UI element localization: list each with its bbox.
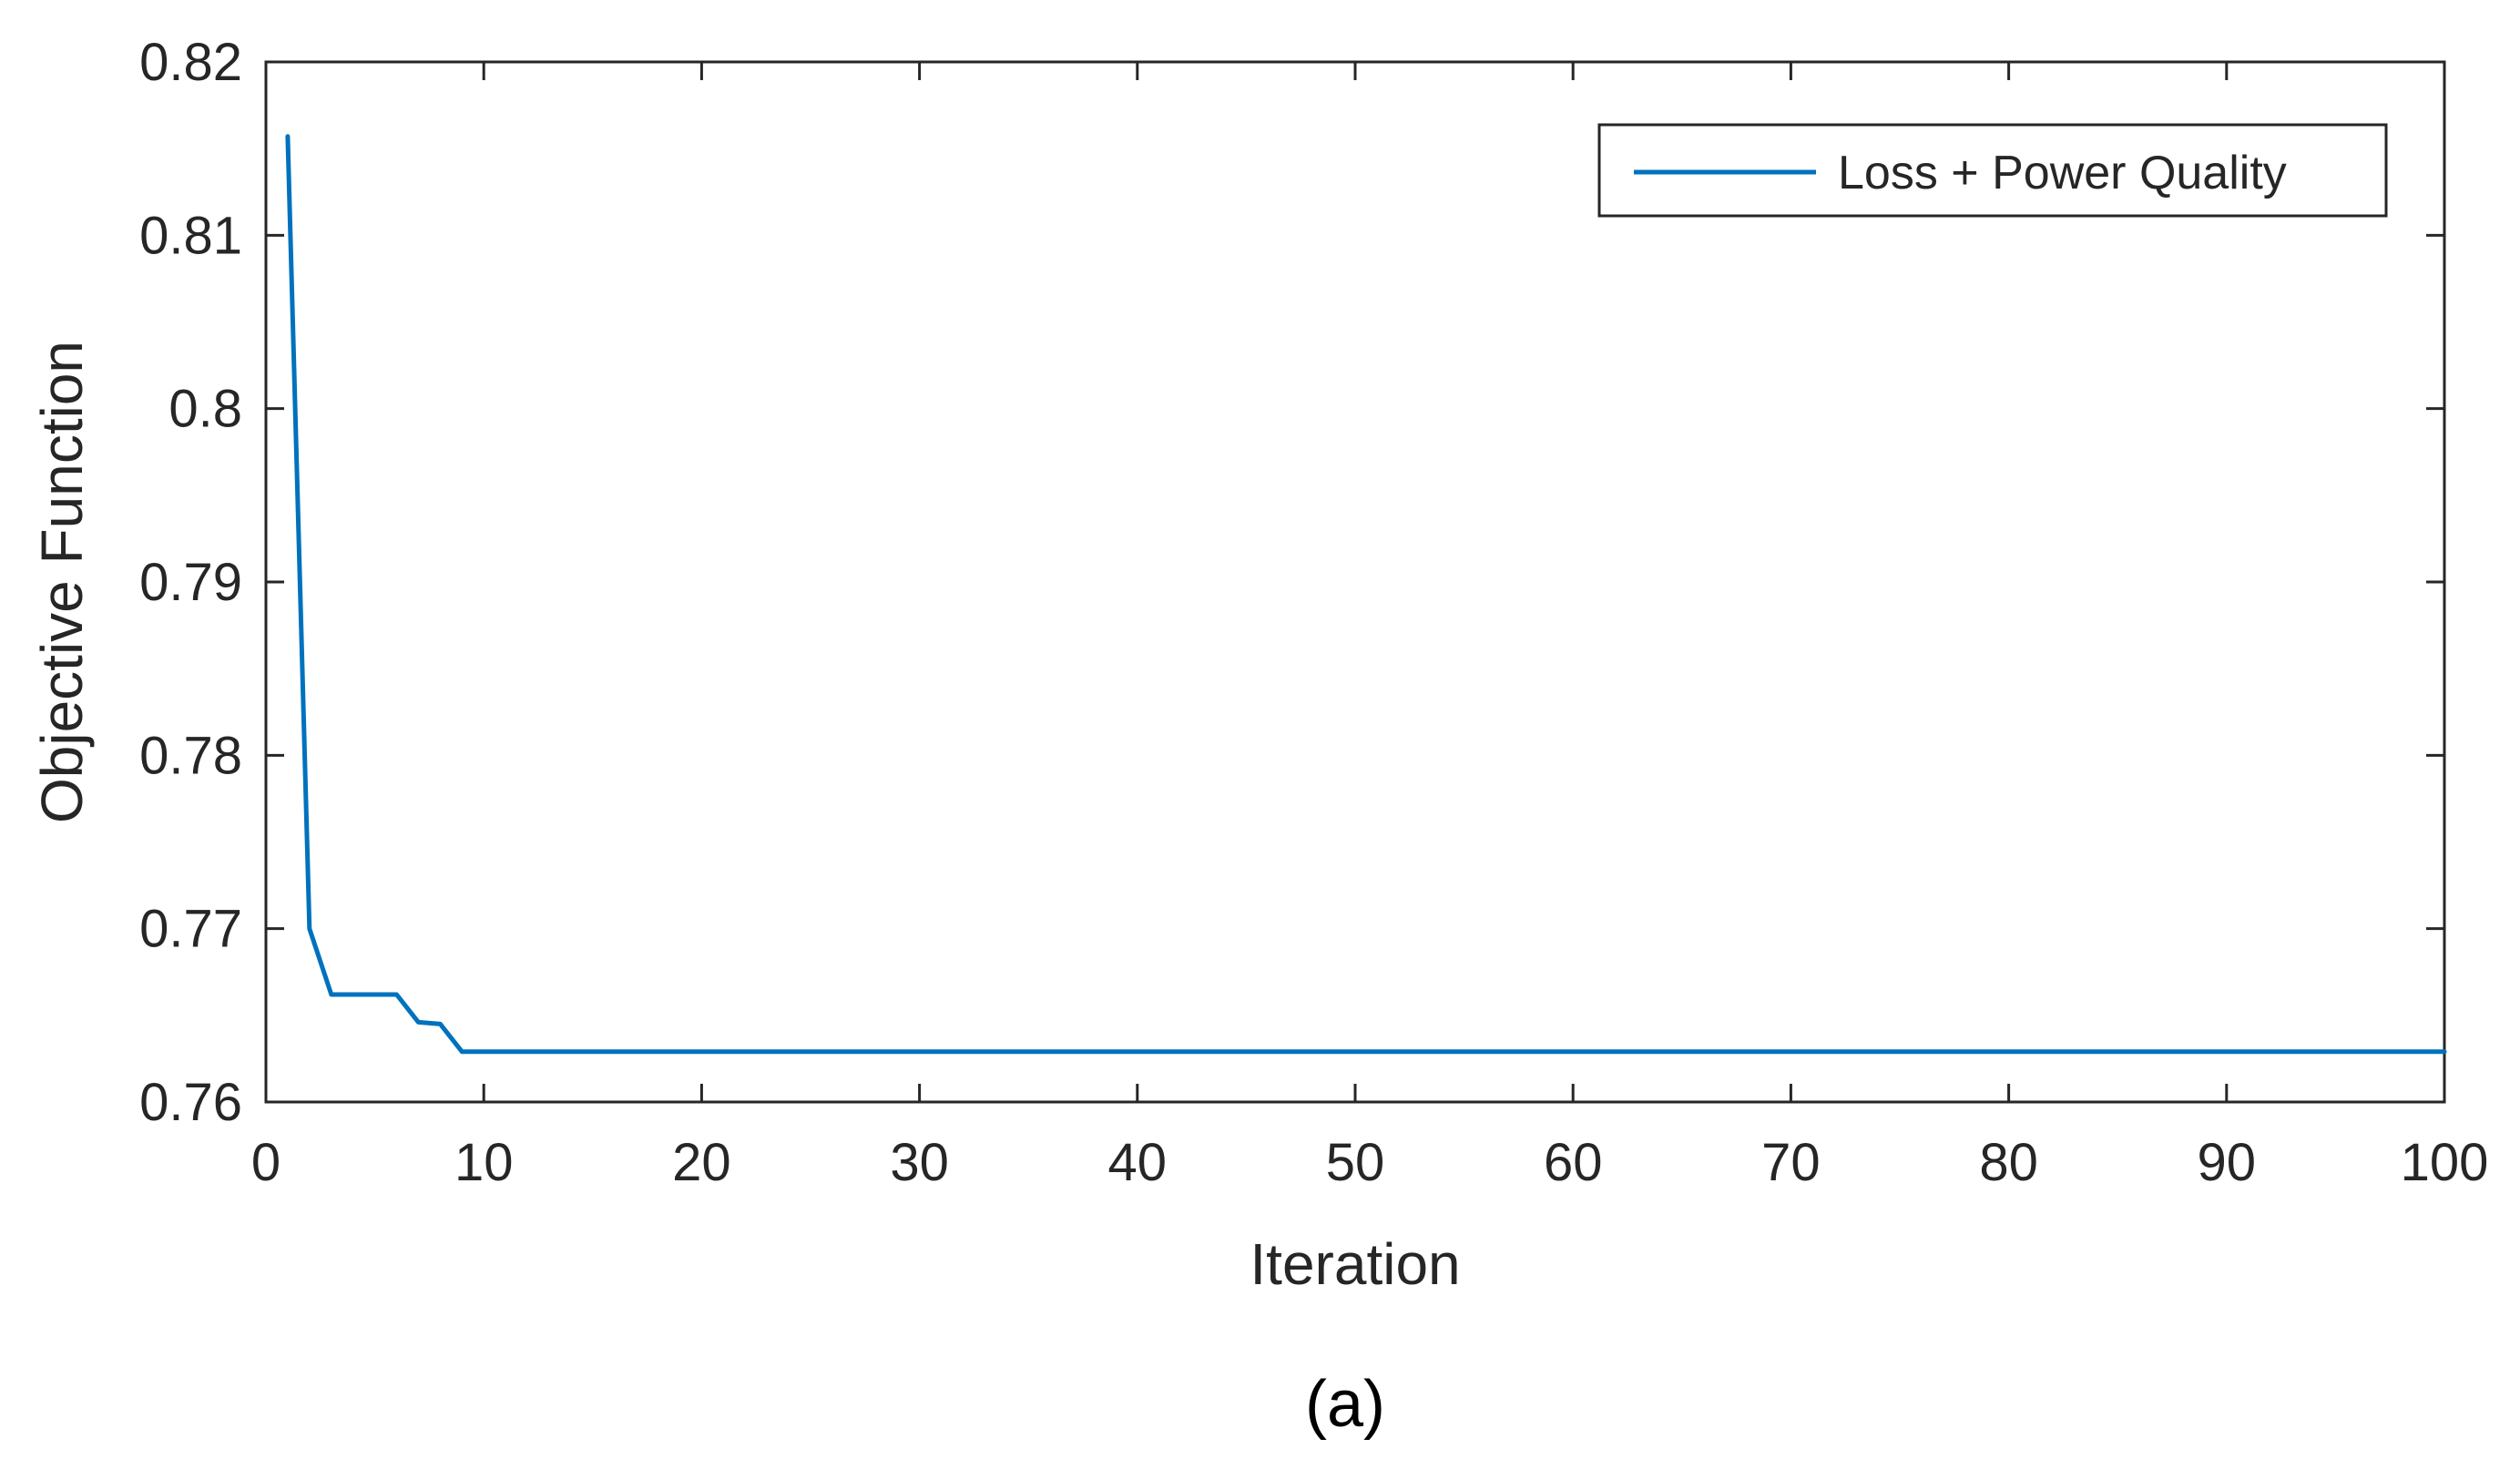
x-axis-label: Iteration (1250, 1231, 1460, 1297)
y-tick-label: 0.81 (139, 206, 242, 265)
x-axis-ticks (264, 62, 2446, 1102)
y-axis-tick-labels: 0.76 0.77 0.78 0.79 0.8 0.81 0.82 (139, 33, 242, 1132)
series-layer (285, 134, 2447, 1055)
x-tick-label: 30 (890, 1133, 949, 1192)
x-tick-label: 10 (454, 1133, 514, 1192)
y-tick-label: 0.76 (139, 1073, 242, 1132)
y-tick-label: 0.77 (139, 900, 242, 959)
x-tick-label: 50 (1326, 1133, 1385, 1192)
figure-caption: (a) (1305, 1368, 1385, 1441)
x-tick-label: 80 (1979, 1133, 2038, 1192)
y-axis-ticks (266, 60, 2444, 1104)
y-tick-label: 0.8 (168, 380, 242, 439)
x-tick-label: 70 (1761, 1133, 1821, 1192)
x-axis-tick-labels: 0 10 20 30 40 50 60 70 80 90 100 (251, 1133, 2489, 1192)
x-tick-label: 60 (1544, 1133, 1603, 1192)
y-tick-label: 0.79 (139, 553, 242, 612)
legend-label-loss-power-quality: Loss + Power Quality (1838, 147, 2287, 199)
x-tick-label: 100 (2401, 1133, 2489, 1192)
axes-box (264, 60, 2446, 1104)
legend: Loss + Power Quality (1597, 123, 2388, 218)
x-tick-label: 90 (2198, 1133, 2257, 1192)
plot-area: 0 10 20 30 40 50 60 70 80 90 100 0.760.770.780.790… (139, 33, 2488, 1192)
y-axis-label: Objective Function (29, 341, 95, 823)
series-line-loss-power-quality (285, 134, 2447, 1055)
x-tick-label: 20 (672, 1133, 731, 1192)
x-tick-label: 0 (251, 1133, 281, 1192)
y-tick-label: 0.82 (139, 33, 242, 92)
y-tick-label: 0.78 (139, 726, 242, 785)
x-tick-label: 40 (1108, 1133, 1168, 1192)
